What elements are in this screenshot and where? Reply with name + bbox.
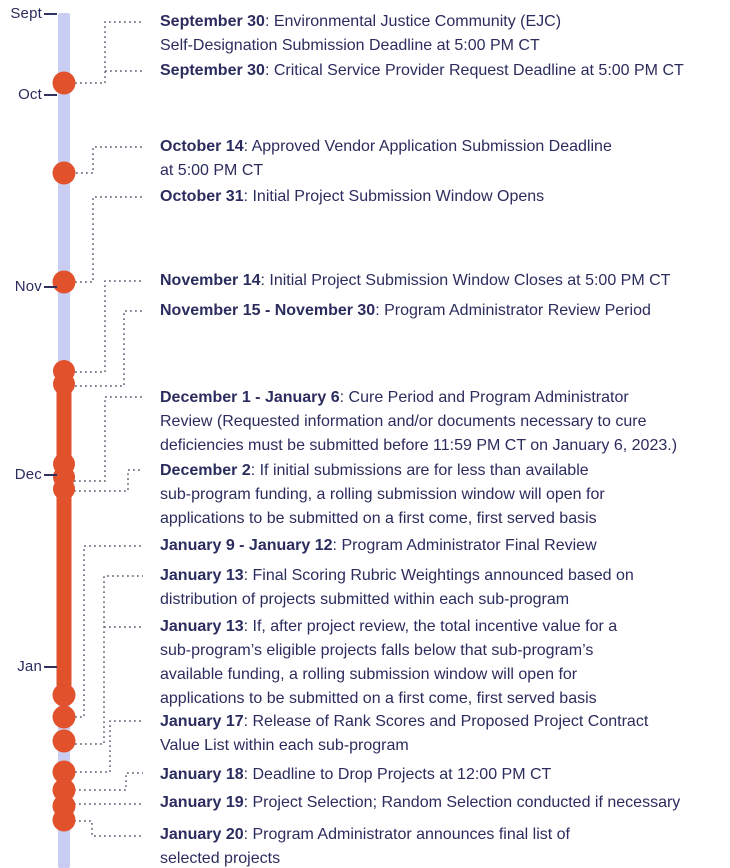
entry-date: January 19 [160,794,244,811]
entry-date: November 15 - November 30 [160,302,376,319]
entry-date: January 9 - January 12 [160,537,333,554]
month-label-sept: Sept [10,5,42,22]
month-label-oct: Oct [18,86,42,103]
timeline-entry: January 19: Project Selection; Random Se… [160,791,726,815]
entry-description: : Environmental Justice Community (EJC) … [160,13,562,54]
timeline-entry: January 18: Deadline to Drop Projects at… [160,763,726,787]
entry-description: : Program Administrator Final Review [332,537,597,554]
entry-description: : Release of Rank Scores and Proposed Pr… [160,713,649,754]
timeline-entry: January 17: Release of Rank Scores and P… [160,710,726,758]
event-dot-january-6 [52,683,76,707]
timeline-entry: December 2: If initial submissions are f… [160,459,726,531]
entry-description: : Cure Period and Program Administrator … [160,389,678,454]
connector-line [74,820,142,837]
event-dot-september-30 [52,71,76,95]
month-label-dec: Dec [14,466,42,483]
entry-description: : Initial Project Submission Window Clos… [260,272,671,289]
entry-description: : If, after project review, the total in… [160,618,618,707]
entry-description: : Critical Service Provider Request Dead… [264,62,684,79]
month-label-nov: Nov [14,278,42,295]
entry-description: : Program Administrator Review Period [375,302,651,319]
entry-date: December 1 - January 6 [160,389,340,406]
entry-date: January 13 [160,618,244,635]
entry-date: January 18 [160,766,244,783]
event-dot-october-14 [52,161,76,185]
connector-line [75,196,143,283]
event-dot-november-15 [53,373,75,395]
event-dot-october-31 [52,270,76,294]
entry-date: January 13 [160,567,244,584]
connector-line [75,280,143,373]
event-dot-december-2 [53,478,75,500]
timeline-entry: January 13: Final Scoring Rubric Weighti… [160,564,726,612]
entry-date: November 14 [160,272,261,289]
entry-description: : Project Selection; Random Selection co… [243,794,681,811]
entry-description: : Final Scoring Rubric Weightings announ… [160,567,634,608]
entry-date: September 30 [160,62,265,79]
connector-line [75,575,143,745]
entry-date: January 20 [160,826,244,843]
entry-date: October 14 [160,138,244,155]
event-dot-january-17 [52,760,76,784]
connector-line [75,21,143,84]
connector-line [74,772,143,791]
entry-description: : Initial Project Submission Window Open… [243,188,545,205]
entry-date: October 31 [160,188,244,205]
entry-description: : If initial submissions are for less th… [160,462,605,527]
entry-date: January 17 [160,713,244,730]
timeline-entry: September 30: Environmental Justice Comm… [160,10,726,58]
event-dot-january-18 [52,778,76,802]
connector-line [75,720,143,773]
entry-description: : Approved Vendor Application Submission… [160,138,612,179]
timeline-entry: January 13: If, after project review, th… [160,615,726,711]
timeline-entry: December 1 - January 6: Cure Period and … [160,386,726,458]
connector-line [74,396,143,482]
timeline-entry: September 30: Critical Service Provider … [160,59,726,83]
connector-line [75,545,143,718]
timeline-entry: January 20: Program Administrator announ… [160,823,726,868]
connector-line [75,310,143,387]
timeline-entry: November 14: Initial Project Submission … [160,269,726,293]
event-dot-january-20 [52,808,76,832]
event-dot-january-13 [52,729,76,753]
timeline-entry: January 9 - January 12: Program Administ… [160,534,726,558]
entry-description: : Deadline to Drop Projects at 12:00 PM … [243,766,552,783]
timeline-entry: October 31: Initial Project Submission W… [160,185,726,209]
timeline-entry: November 15 - November 30: Program Admin… [160,299,726,323]
timeline-entry: October 14: Approved Vendor Application … [160,135,726,183]
entry-date: December 2 [160,462,251,479]
entry-description: : Program Administrator announces final … [160,826,570,867]
connector-line [76,146,143,174]
month-label-jan: Jan [17,658,42,675]
entry-date: September 30 [160,13,265,30]
event-dot-january-9 [52,705,76,729]
